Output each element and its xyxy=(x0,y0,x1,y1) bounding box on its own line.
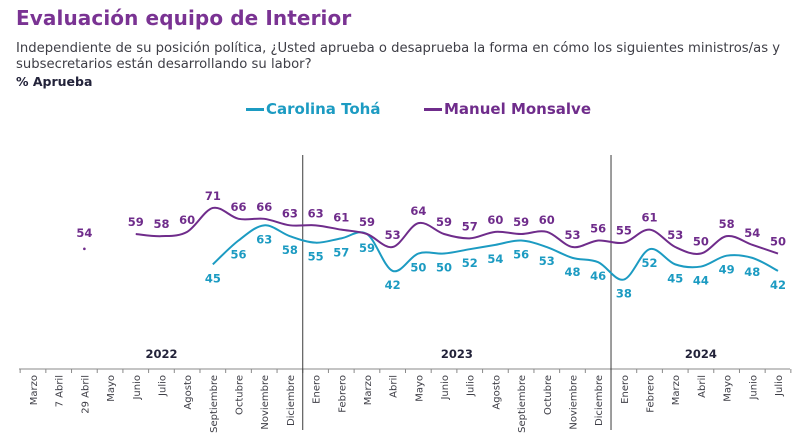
data-label-monsalve: 59 xyxy=(436,215,452,229)
x-tick-label: Mayo xyxy=(723,375,734,402)
data-label-monsalve: 54 xyxy=(76,226,92,240)
data-label-toha: 52 xyxy=(642,256,658,270)
x-tick-label: Septiembre xyxy=(517,375,528,433)
x-tick-label: Noviembre xyxy=(260,375,271,430)
data-label-monsalve: 59 xyxy=(359,215,375,229)
legend-label-monsalve: Manuel Monsalve xyxy=(444,100,591,118)
data-label-monsalve: 60 xyxy=(539,213,555,227)
data-label-monsalve: 56 xyxy=(590,222,606,236)
data-label-toha: 42 xyxy=(385,278,401,292)
data-label-toha: 50 xyxy=(410,261,426,275)
data-label-monsalve: 57 xyxy=(462,219,478,233)
data-label-toha: 56 xyxy=(231,248,247,262)
data-label-monsalve: 63 xyxy=(282,206,298,220)
x-tick-label: Septiembre xyxy=(209,375,220,433)
x-tick-label: Marzo xyxy=(671,375,682,405)
data-label-toha: 45 xyxy=(667,271,683,285)
question-text: Independiente de su posición política, ¿… xyxy=(16,41,781,72)
data-label-monsalve: 53 xyxy=(564,228,580,242)
data-label-toha: 42 xyxy=(770,278,786,292)
data-label-toha: 58 xyxy=(282,243,298,257)
year-label: 2022 xyxy=(145,347,177,361)
data-label-monsalve: 60 xyxy=(487,213,503,227)
x-tick-label: Junio xyxy=(440,375,451,401)
x-tick-label: Octubre xyxy=(235,375,246,415)
data-label-toha: 59 xyxy=(359,241,375,255)
x-tick-label: Enero xyxy=(312,375,323,404)
data-label-toha: 63 xyxy=(256,232,272,246)
x-tick-label: Marzo xyxy=(29,375,40,405)
data-label-monsalve: 54 xyxy=(744,226,760,240)
year-label: 2023 xyxy=(441,347,473,361)
x-tick-label: Abril xyxy=(389,375,400,398)
data-label-toha: 49 xyxy=(719,263,735,277)
data-label-toha: 56 xyxy=(513,248,529,262)
data-label-toha: 50 xyxy=(436,261,452,275)
data-label-toha: 52 xyxy=(462,256,478,270)
data-label-monsalve: 53 xyxy=(385,228,401,242)
year-label: 2024 xyxy=(685,347,717,361)
data-label-monsalve: 59 xyxy=(128,215,144,229)
data-label-toha: 38 xyxy=(616,287,632,301)
data-label-monsalve: 61 xyxy=(642,211,658,225)
x-tick-label: 7 Abril xyxy=(55,375,66,407)
data-label-monsalve: 64 xyxy=(410,204,426,218)
x-tick-label: Agosto xyxy=(183,375,194,410)
metric-label: % Aprueba xyxy=(16,74,93,89)
x-tick-label: Julio xyxy=(466,375,477,397)
data-label-monsalve: 53 xyxy=(667,228,683,242)
x-tick-label: Mayo xyxy=(106,375,117,402)
x-tick-label: Junio xyxy=(132,375,143,401)
legend-label-toha: Carolina Tohá xyxy=(266,100,381,118)
data-label-monsalve: 58 xyxy=(719,217,735,231)
x-tick-label: Abril xyxy=(697,375,708,398)
data-label-monsalve: 58 xyxy=(153,217,169,231)
x-tick-label: Enero xyxy=(620,375,631,404)
data-label-monsalve: 61 xyxy=(333,211,349,225)
legend-item-toha: Carolina Tohá xyxy=(246,100,381,118)
data-label-monsalve: 66 xyxy=(256,200,272,214)
page-title: Evaluación equipo de Interior xyxy=(16,6,352,30)
data-label-monsalve: 50 xyxy=(693,235,709,249)
series-point-monsalve xyxy=(83,247,86,251)
data-label-toha: 54 xyxy=(487,252,503,266)
data-label-monsalve: 59 xyxy=(513,215,529,229)
data-label-toha: 48 xyxy=(744,265,760,279)
data-label-toha: 48 xyxy=(564,265,580,279)
x-tick-label: Julio xyxy=(157,375,168,397)
x-tick-label: Mayo xyxy=(414,375,425,402)
data-label-monsalve: 50 xyxy=(770,235,786,249)
data-label-monsalve: 63 xyxy=(308,206,324,220)
series-line-toha xyxy=(212,224,779,281)
data-label-toha: 44 xyxy=(693,274,709,288)
data-label-monsalve: 71 xyxy=(205,189,221,203)
x-tick-label: Febrero xyxy=(337,375,348,413)
x-tick-label: Marzo xyxy=(363,375,374,405)
x-tick-label: Diciembre xyxy=(594,375,605,426)
x-tick-label: Febrero xyxy=(646,375,657,413)
legend-swatch-monsalve xyxy=(424,107,442,111)
x-tick-label: Agosto xyxy=(491,375,502,410)
data-label-toha: 46 xyxy=(590,269,606,283)
x-tick-label: 29 Abril xyxy=(80,375,91,414)
data-label-monsalve: 55 xyxy=(616,224,632,238)
data-label-monsalve: 60 xyxy=(179,213,195,227)
x-tick-label: Julio xyxy=(774,375,785,397)
legend-item-monsalve: Manuel Monsalve xyxy=(424,100,591,118)
legend-swatch-toha xyxy=(246,107,264,111)
data-label-toha: 55 xyxy=(308,250,324,264)
data-label-monsalve: 66 xyxy=(231,200,247,214)
data-label-toha: 53 xyxy=(539,254,555,268)
data-label-toha: 57 xyxy=(333,245,349,259)
data-label-toha: 45 xyxy=(205,271,221,285)
series-line-monsalve xyxy=(135,206,779,255)
x-tick-label: Octubre xyxy=(543,375,554,415)
x-tick-label: Diciembre xyxy=(286,375,297,426)
x-tick-label: Junio xyxy=(748,375,759,401)
x-tick-label: Noviembre xyxy=(568,375,579,430)
